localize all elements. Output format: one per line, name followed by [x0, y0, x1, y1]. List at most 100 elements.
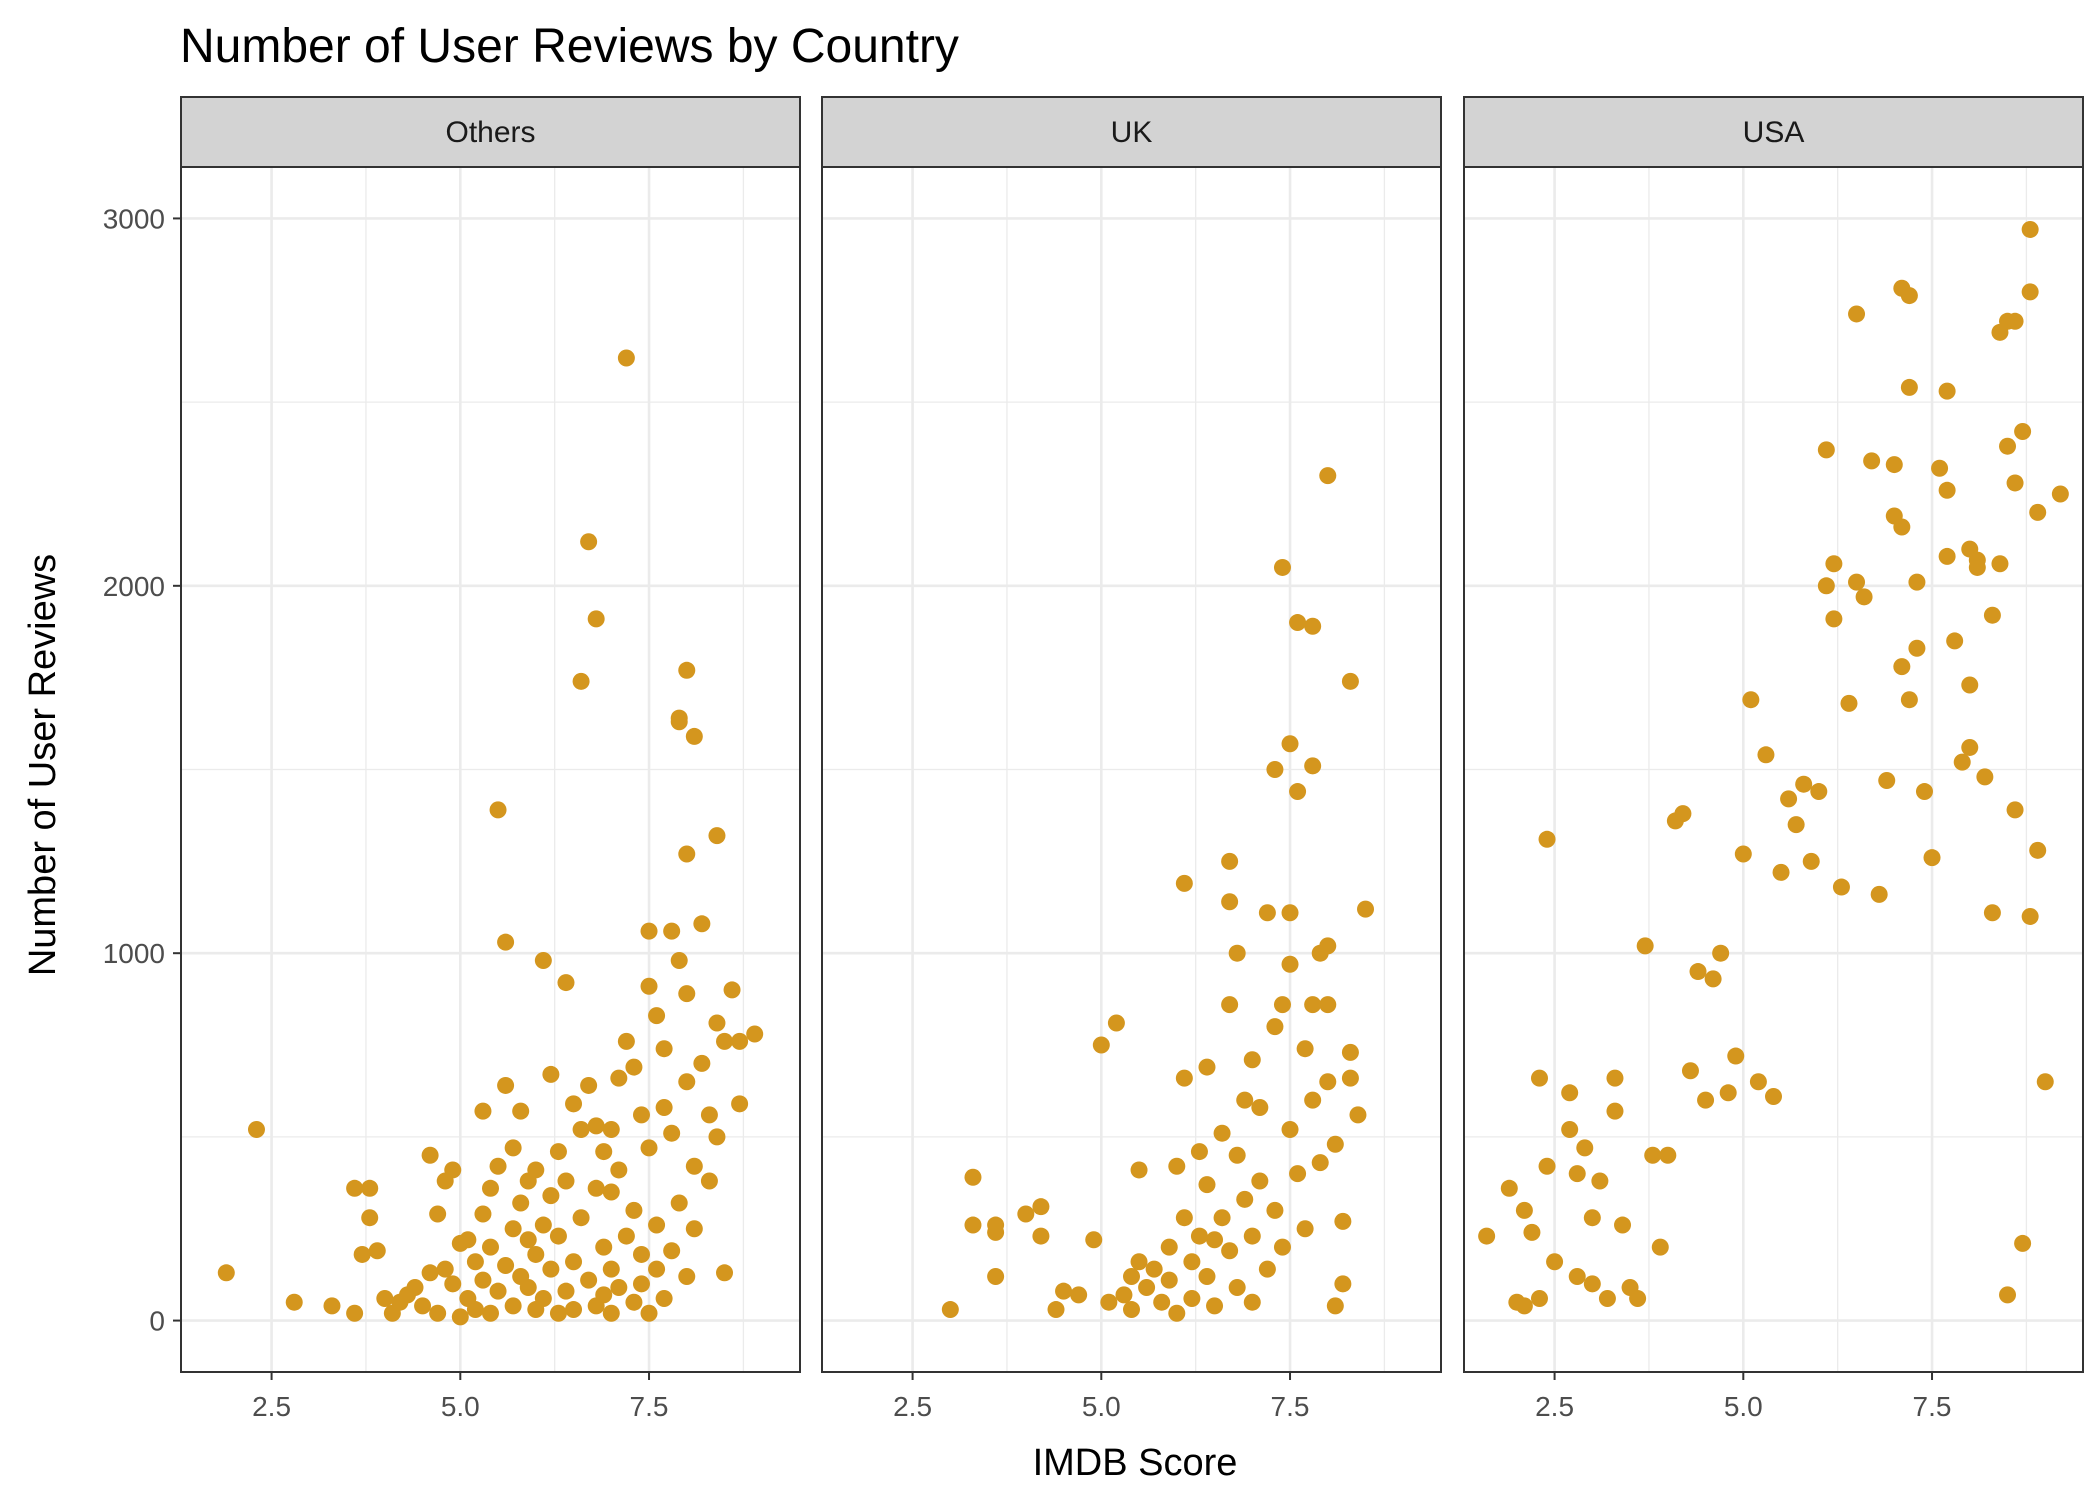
data-point: [1266, 1018, 1284, 1036]
data-point: [534, 1290, 552, 1308]
data-point: [1900, 691, 1918, 709]
data-point: [1213, 1124, 1231, 1142]
data-point: [617, 1227, 635, 1245]
data-point: [1870, 885, 1888, 903]
data-point: [1273, 996, 1291, 1014]
data-point: [2006, 474, 2024, 492]
data-point: [1236, 1190, 1254, 1208]
data-point: [617, 1032, 635, 1050]
data-point: [640, 922, 658, 940]
data-point: [595, 1238, 613, 1256]
strip-label-usa: USA: [1743, 116, 1805, 149]
data-point: [1674, 805, 1692, 823]
data-point: [1289, 1165, 1307, 1183]
data-point: [1651, 1238, 1669, 1256]
data-point: [466, 1301, 484, 1319]
data-point: [549, 1227, 567, 1245]
data-point: [217, 1264, 235, 1282]
data-point: [723, 981, 741, 999]
data-point: [663, 1242, 681, 1260]
data-point: [504, 1297, 522, 1315]
data-point: [1341, 1069, 1359, 1087]
x-tick-label: 2.5: [1535, 1391, 1574, 1422]
data-point: [1712, 944, 1730, 962]
data-point: [1968, 551, 1986, 569]
data-point: [602, 1260, 620, 1278]
data-point: [549, 1143, 567, 1161]
data-point: [1296, 1040, 1314, 1058]
data-point: [964, 1216, 982, 1234]
data-point: [602, 1121, 620, 1139]
data-point: [1198, 1176, 1216, 1194]
data-point: [285, 1293, 303, 1311]
data-point: [1583, 1275, 1601, 1293]
data-point: [2014, 1234, 2032, 1252]
data-point: [1319, 937, 1337, 955]
data-point: [640, 1304, 658, 1322]
data-point: [587, 1179, 605, 1197]
data-point: [1478, 1227, 1496, 1245]
data-point: [716, 1032, 734, 1050]
data-point: [1032, 1227, 1050, 1245]
data-point: [1206, 1297, 1224, 1315]
data-point: [1523, 1223, 1541, 1241]
data-point: [1561, 1084, 1579, 1102]
data-point: [1243, 1051, 1261, 1069]
data-point: [678, 845, 696, 863]
panel-border: [821, 166, 1442, 1373]
x-axis-usa: 2.5 5.0 7.5: [1535, 1372, 1951, 1422]
data-point: [1055, 1282, 1073, 1300]
data-point: [1251, 1098, 1269, 1116]
data-point: [1107, 1014, 1125, 1032]
data-point: [595, 1143, 613, 1161]
data-point: [1130, 1161, 1148, 1179]
data-point: [685, 1220, 703, 1238]
data-point: [1629, 1290, 1647, 1308]
data-point: [1251, 1172, 1269, 1190]
data-point: [1236, 1091, 1254, 1109]
data-point: [1168, 1304, 1186, 1322]
data-point: [2051, 485, 2069, 503]
data-point: [1983, 904, 2001, 922]
data-point: [1742, 691, 1760, 709]
data-point: [1908, 573, 1926, 591]
data-point: [444, 1161, 462, 1179]
panels-layer: Others UK USA: [180, 96, 2084, 1373]
data-point: [678, 1267, 696, 1285]
data-point: [1598, 1290, 1616, 1308]
data-point: [655, 1040, 673, 1058]
x-tick-label: 7.5: [630, 1391, 669, 1422]
data-point: [497, 933, 515, 951]
data-point: [1258, 904, 1276, 922]
data-point: [678, 661, 696, 679]
data-point: [610, 1279, 628, 1297]
data-point: [1855, 588, 1873, 606]
data-point: [572, 1209, 590, 1227]
data-point: [1138, 1279, 1156, 1297]
data-point: [549, 1304, 567, 1322]
data-point: [1976, 768, 1994, 786]
data-point: [1183, 1253, 1201, 1271]
data-point: [572, 672, 590, 690]
data-point: [429, 1205, 447, 1223]
data-point: [693, 915, 711, 933]
data-point: [648, 1216, 666, 1234]
data-point: [708, 1014, 726, 1032]
data-point: [1795, 775, 1813, 793]
points-uk: [941, 467, 1375, 1322]
data-point: [1772, 863, 1790, 881]
data-point: [504, 1220, 522, 1238]
data-point: [1296, 1220, 1314, 1238]
data-point: [1983, 606, 2001, 624]
data-point: [1576, 1139, 1594, 1157]
data-point: [1281, 735, 1299, 753]
points-usa: [1478, 220, 2069, 1315]
data-point: [1198, 1058, 1216, 1076]
x-tick-label: 5.0: [441, 1391, 480, 1422]
data-point: [1070, 1286, 1088, 1304]
y-tick-label: 2000: [103, 571, 165, 602]
data-point: [685, 1157, 703, 1175]
data-point: [1530, 1290, 1548, 1308]
data-point: [1153, 1293, 1171, 1311]
data-point: [1017, 1205, 1035, 1223]
